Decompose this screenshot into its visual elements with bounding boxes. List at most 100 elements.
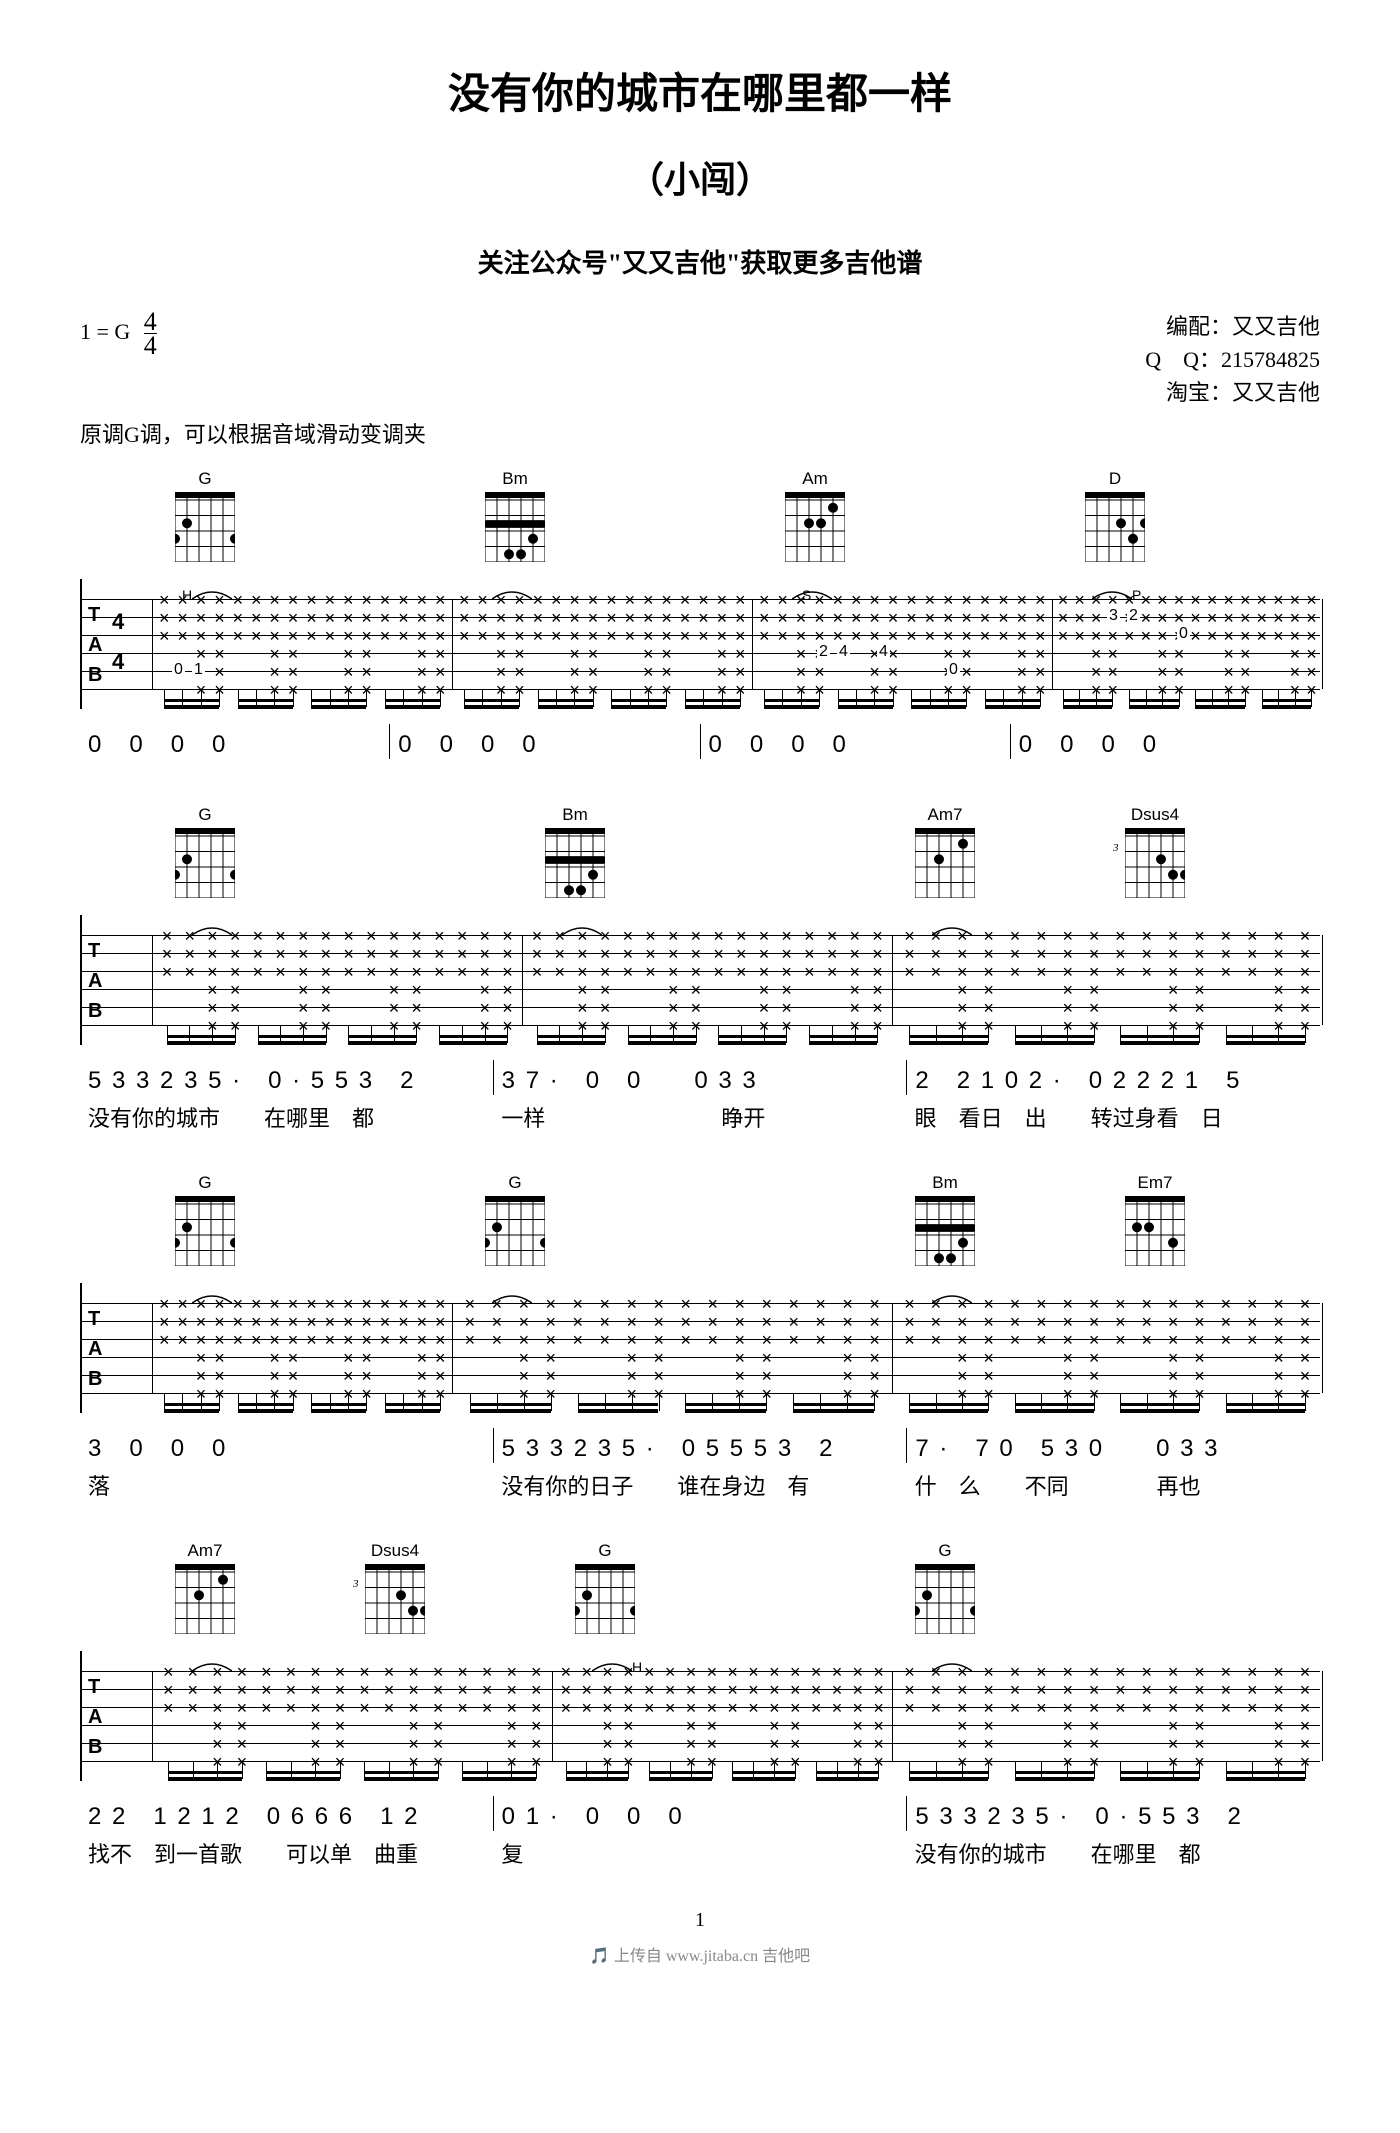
technique-annotation: H xyxy=(632,1659,642,1675)
strum-x: × xyxy=(482,1698,493,1719)
svg-text:×: × xyxy=(842,492,845,493)
tab-clef-letter: A xyxy=(88,634,102,657)
staff-timesig-bot: 4 xyxy=(112,649,124,675)
strum-x: × xyxy=(1221,962,1232,983)
jianpu-row: 5 3 3 2 3 5 · 0 · 5 5 3 23 7 · 0 0 0 3 3… xyxy=(80,1060,1320,1095)
strum-x: × xyxy=(1142,1330,1153,1351)
strum-x: × xyxy=(832,1698,843,1719)
arranger: 又又吉他 xyxy=(1232,314,1320,339)
strum-x: × xyxy=(359,1698,370,1719)
chord-grid: × xyxy=(915,1196,975,1266)
strum-x: × xyxy=(554,962,565,983)
lyrics-measure: 眼 看日 出 转过身看 日 xyxy=(907,1101,1320,1133)
chord-name: Dsus4 xyxy=(360,1541,430,1561)
strum-x: × xyxy=(606,626,617,647)
tab-fret-number: 1 xyxy=(192,661,205,679)
barline xyxy=(452,1303,453,1393)
strum-x: × xyxy=(931,1698,942,1719)
tab-clef-letter: T xyxy=(88,1308,100,1331)
lyrics-measure: 找不 到一首歌 可以单 曲重 xyxy=(80,1837,493,1869)
chord-diagram: Am7× xyxy=(910,805,980,898)
lyrics-row: 找不 到一首歌 可以单 曲重复没有你的城市 在哪里 都 xyxy=(80,1837,1320,1869)
barline xyxy=(152,1303,153,1393)
chord-diagram: D×× xyxy=(1080,469,1150,562)
jianpu-measure: 5 3 3 2 3 5 · 0 · 5 5 3 2 xyxy=(906,1796,1320,1831)
chord-name: G xyxy=(480,1173,550,1193)
strum-x: × xyxy=(434,962,445,983)
strum-x: × xyxy=(625,626,636,647)
strum-x: × xyxy=(163,1698,174,1719)
chord-diagram: G xyxy=(170,1173,240,1266)
system: GBm×Am×D××TAB44×××××××××××××××××××××××××… xyxy=(80,469,1320,765)
strum-x: × xyxy=(1141,626,1152,647)
tab-clef-letter: B xyxy=(88,1736,102,1759)
jianpu-measure: 0 0 0 0 xyxy=(1010,724,1320,759)
strum-x: × xyxy=(233,626,244,647)
strum-x: × xyxy=(1190,626,1201,647)
chord-name: Bm xyxy=(480,469,550,489)
strum-x: × xyxy=(492,1330,503,1351)
strum-x: × xyxy=(1036,1698,1047,1719)
jianpu-measure: 7 · 7 0 5 3 0 0 3 3 xyxy=(906,1428,1320,1463)
chord-grid: ××3 xyxy=(365,1564,425,1634)
lyrics-measure: 一样 睁开 xyxy=(493,1101,906,1133)
key-meta: 1 = G 4 4 xyxy=(80,310,157,409)
jianpu-measure: 0 1 · 0 0 0 xyxy=(493,1796,907,1831)
strum-x: × xyxy=(1257,626,1268,647)
strum-x: × xyxy=(713,962,724,983)
strum-x: × xyxy=(532,962,543,983)
chord-name: G xyxy=(170,805,240,825)
barline xyxy=(522,935,523,1025)
svg-text:×: × xyxy=(232,1564,235,1565)
barline xyxy=(1322,1303,1323,1393)
sheet-subtitle: （小闯） xyxy=(80,151,1320,203)
chord-grid: × xyxy=(915,828,975,898)
strum-x: × xyxy=(1221,1698,1232,1719)
strum-x: × xyxy=(748,1698,759,1719)
chord-grid xyxy=(915,1564,975,1634)
barline xyxy=(1322,935,1323,1025)
chord-diagram: Bm× xyxy=(910,1173,980,1266)
tab-fret-number: 2 xyxy=(1127,607,1140,625)
strum-x: × xyxy=(551,626,562,647)
chord-name: G xyxy=(910,1541,980,1561)
strum-x: × xyxy=(251,1330,262,1351)
watermark-text: 上传自 www.jitaba.cn 吉他吧 xyxy=(614,1948,810,1965)
strum-x: × xyxy=(384,1698,395,1719)
tab-fret-number: 3 xyxy=(1107,607,1120,625)
chord-grid: × xyxy=(175,1564,235,1634)
chord-diagram: Am× xyxy=(780,469,850,562)
tab-fret-number: 2 xyxy=(817,643,830,661)
strum-x: × xyxy=(623,962,634,983)
chord-diagram: Bm× xyxy=(480,469,550,562)
barline xyxy=(452,599,453,689)
strum-x: × xyxy=(811,1698,822,1719)
chord-name: Am7 xyxy=(170,1541,240,1561)
svg-text:×: × xyxy=(1130,492,1136,493)
barline xyxy=(552,1671,553,1761)
systems-container: GBm×Am×D××TAB44×××××××××××××××××××××××××… xyxy=(80,469,1320,1869)
strum-x: × xyxy=(925,626,936,647)
jianpu-measure: 2 2 1 0 2 · 0 2 2 2 1 5 xyxy=(906,1060,1320,1095)
strum-x: × xyxy=(1273,626,1284,647)
strum-x: × xyxy=(815,1330,826,1351)
lyrics-measure: 什 么 不同 再也 xyxy=(907,1469,1320,1501)
strum-x: × xyxy=(906,626,917,647)
tab-fret-number: 0 xyxy=(1177,625,1190,643)
strum-x: × xyxy=(253,962,264,983)
chord-diagram: Dsus4××3 xyxy=(1120,805,1190,898)
lyrics-measure: 落 xyxy=(80,1469,493,1501)
chord-diagram: Dsus4 ××3 xyxy=(360,1541,430,1634)
strum-x: × xyxy=(698,626,709,647)
strum-x: × xyxy=(306,626,317,647)
strum-x: × xyxy=(1247,1698,1258,1719)
tab-clef-letter: A xyxy=(88,1706,102,1729)
strum-x: × xyxy=(736,962,747,983)
barline xyxy=(752,599,753,689)
lyrics-row: 落没有你的日子 谁在身边 有什 么 不同 再也 xyxy=(80,1469,1320,1501)
svg-text:×: × xyxy=(1142,492,1145,493)
strum-x: × xyxy=(931,962,942,983)
strum-x: × xyxy=(573,1330,584,1351)
chord-row: GGBm×Em7 xyxy=(80,1173,1320,1283)
strum-x: × xyxy=(459,626,470,647)
